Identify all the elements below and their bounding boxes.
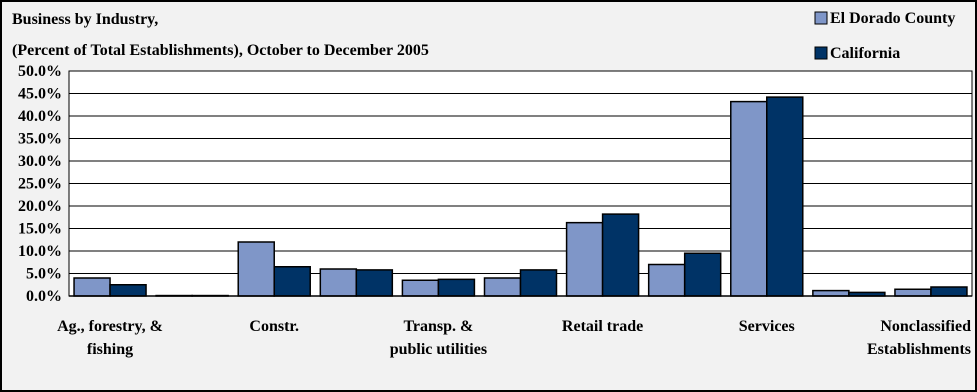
bar-el-dorado xyxy=(401,279,440,297)
x-category-label: Transp. & xyxy=(403,318,473,335)
bar-california xyxy=(930,286,968,297)
y-tick-label: 10.0% xyxy=(18,243,62,260)
y-tick-label: 25.0% xyxy=(18,176,62,193)
bar-california xyxy=(109,284,147,297)
y-tick-label: 40.0% xyxy=(18,108,62,125)
x-category-labels: Ag., forestry, & fishing Constr. Transp. & p… xyxy=(57,318,971,358)
bar-el-dorado xyxy=(483,277,522,297)
bar-california xyxy=(766,96,804,297)
bar-california xyxy=(437,278,476,297)
chart-title-line-1: Business by Industry, xyxy=(12,11,158,28)
bar-el-dorado xyxy=(73,277,111,297)
bar-el-dorado xyxy=(319,268,358,297)
y-tick-label: 0.0% xyxy=(26,288,62,305)
y-tick-label: 20.0% xyxy=(18,198,62,215)
bar-el-dorado xyxy=(237,241,275,297)
bar-el-dorado xyxy=(647,263,686,297)
chart-title-line-2: (Percent of Total Establishments), Octob… xyxy=(12,42,429,59)
legend-swatch-el-dorado xyxy=(814,11,828,25)
x-category-label: Ag., forestry, & xyxy=(57,318,163,335)
x-category-label: Establishments xyxy=(867,341,971,358)
legend-label-el-dorado: El Dorado County xyxy=(830,10,955,27)
bar-california xyxy=(355,269,394,297)
bar-el-dorado xyxy=(730,100,768,297)
bar-el-dorado xyxy=(565,221,604,297)
legend-label-california: California xyxy=(830,45,900,62)
bar-california xyxy=(601,213,640,297)
y-tick-label: 35.0% xyxy=(18,131,62,148)
x-category-label: Services xyxy=(739,318,795,335)
x-category-label: Constr. xyxy=(249,318,299,335)
y-tick-label: 5.0% xyxy=(26,266,62,283)
x-category-label: Retail trade xyxy=(562,318,643,335)
x-category-label: Nonclassified xyxy=(880,318,971,335)
legend-swatch-california xyxy=(814,46,828,60)
gridlines xyxy=(69,70,972,274)
bar-california xyxy=(683,252,722,297)
y-tick-label: 50.0% xyxy=(18,63,62,80)
bar-el-dorado xyxy=(894,288,932,297)
y-tick-label: 15.0% xyxy=(18,221,62,238)
bar-california xyxy=(273,266,311,297)
x-category-label: fishing xyxy=(87,341,133,358)
bar-california xyxy=(519,269,558,297)
x-category-label: public utilities xyxy=(390,341,487,358)
y-tick-labels: 0.0% 5.0% 10.0% 15.0% 20.0% 25.0% 30.0% 35.0% 40… xyxy=(18,63,62,305)
y-tick-label: 45.0% xyxy=(18,86,62,103)
y-tick-label: 30.0% xyxy=(18,153,62,170)
bar-el-dorado xyxy=(812,289,850,297)
legend: El Dorado County California xyxy=(814,10,955,62)
bars xyxy=(73,96,968,297)
